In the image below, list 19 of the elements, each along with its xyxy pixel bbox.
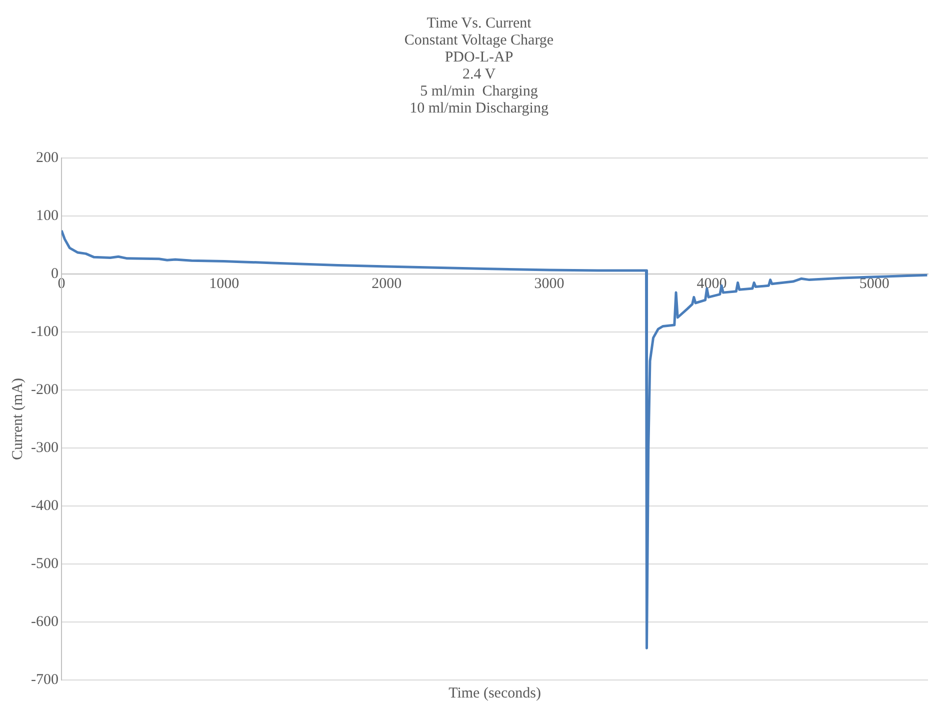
x-axis-title: Time (seconds) — [448, 685, 541, 702]
x-tick-label: 3000 — [534, 276, 564, 292]
y-tick-label: -700 — [30, 672, 58, 688]
y-tick-label: -100 — [30, 324, 58, 340]
y-tick-label: -500 — [30, 556, 58, 572]
x-tick-label: 5000 — [859, 276, 890, 292]
y-tick-label: 0 — [50, 266, 58, 282]
x-tick-label: 2000 — [372, 276, 402, 292]
chart-title: Time Vs. Current — [426, 15, 532, 32]
y-axis-title: Current (mA) — [10, 378, 26, 460]
y-tick-label: -400 — [30, 498, 58, 514]
y-tick-label: -200 — [30, 382, 58, 398]
x-tick-label: 1000 — [209, 276, 240, 292]
y-tick-label: 200 — [36, 150, 58, 166]
y-tick-label: 100 — [36, 208, 58, 224]
y-tick-label: -300 — [30, 440, 58, 456]
chart-subtitle: Constant Voltage Charge PDO-L-AP 2.4 V 5 ml/min Charging 10 ml/min Discharging — [404, 32, 554, 116]
y-tick-label: -600 — [30, 614, 58, 630]
x-tick-label: 4000 — [696, 276, 727, 292]
